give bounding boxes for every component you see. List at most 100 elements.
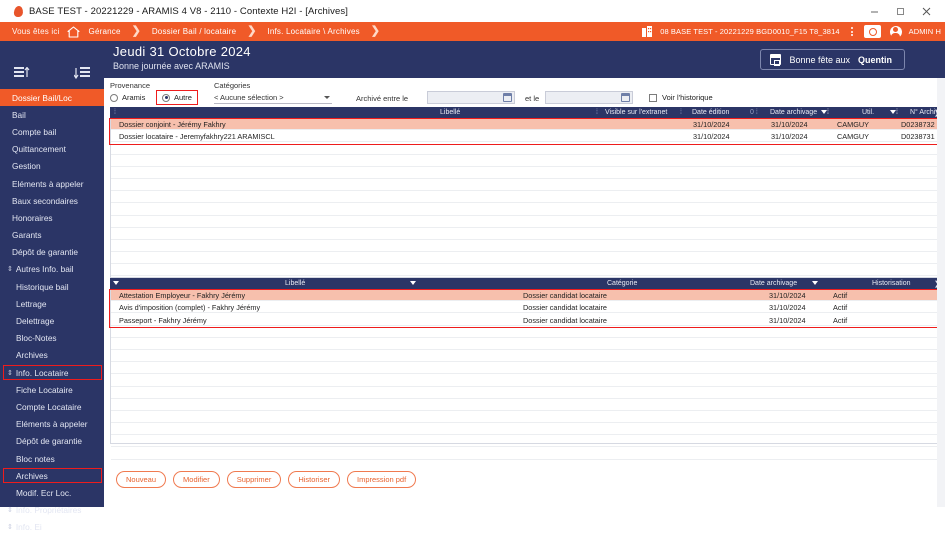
vertical-scrollbar[interactable] <box>937 78 945 507</box>
sidebar-item-info-propri-taires[interactable]: ⇕ Info. Propriétaires <box>0 502 104 519</box>
sidebar-item-compte-locataire[interactable]: Compte Locataire <box>0 398 104 415</box>
table-row-empty[interactable] <box>111 447 940 460</box>
date-from-input[interactable] <box>427 91 515 104</box>
table-row-empty[interactable] <box>111 228 940 240</box>
table-row-empty[interactable] <box>111 435 940 448</box>
col-top-filter-icon-2[interactable]: ⁞ <box>890 109 898 116</box>
table-row-empty[interactable] <box>111 155 940 167</box>
sidebar-item-fiche-locataire[interactable]: Fiche Locataire <box>0 381 104 398</box>
modifier-button[interactable]: Modifier <box>173 471 220 488</box>
table-row-empty[interactable] <box>111 338 940 350</box>
categories-select[interactable]: < Aucune sélection > <box>214 92 332 104</box>
calendar-picker-icon[interactable] <box>503 93 512 102</box>
table-top-body[interactable]: Dossier conjoint - Jérémy Fakhry 31/10/20… <box>110 118 941 289</box>
col-top-sep-3[interactable]: 0 ⁞ <box>750 109 758 116</box>
historiser-button[interactable]: Historiser <box>288 471 340 488</box>
table-row[interactable]: Attestation Employeur - Fakhry Jérémy Dos… <box>111 289 940 302</box>
calendar-picker-icon-2[interactable] <box>621 93 630 102</box>
sidebar-item-el-ments-appeler[interactable]: Eléments à appeler <box>0 416 104 433</box>
sidebar-item-gestion[interactable]: Gestion <box>0 158 104 175</box>
table-row-empty[interactable] <box>111 240 940 253</box>
col-top-0-sort[interactable]: ⁞ <box>114 109 116 116</box>
col-bot-historisation[interactable]: Historisation <box>872 280 911 287</box>
col-top-sep-1[interactable]: ⁞ <box>596 109 598 116</box>
sidebar-item-info-locataire[interactable]: ⇕ Info. Locataire <box>0 364 104 381</box>
sidebar-item-bail[interactable]: Bail <box>0 106 104 123</box>
table-row-empty[interactable] <box>111 142 940 155</box>
sidebar-item-d-p-t-de-garantie[interactable]: Dépôt de garantie <box>0 244 104 261</box>
col-top-util[interactable]: Util. <box>862 109 875 116</box>
sidebar-item-dossier-bail-loc[interactable]: Dossier Bail/Loc <box>0 89 104 107</box>
breadcrumb-item-0[interactable]: Gérance <box>88 27 121 36</box>
sidebar-item-delettrage[interactable]: Delettrage <box>0 312 104 329</box>
table-row[interactable]: Dossier conjoint - Jérémy Fakhry 31/10/20… <box>111 118 940 131</box>
sidebar-item-bloc-notes[interactable]: Bloc-Notes <box>0 330 104 347</box>
col-top-libelle[interactable]: Libellé <box>440 109 461 116</box>
table-row-empty[interactable] <box>111 179 940 192</box>
nouveau-button[interactable]: Nouveau <box>116 471 167 488</box>
table-row-empty[interactable] <box>111 411 940 424</box>
sidebar-item-info-ei[interactable]: ⇕ Info. Ei <box>0 519 104 536</box>
sidebar-item-el-ments-appeler[interactable]: Eléments à appeler <box>0 175 104 192</box>
sidebar-item-bloc-notes[interactable]: Bloc notes <box>0 450 104 467</box>
sidebar-item-compte-bail[interactable]: Compte bail <box>0 123 104 140</box>
breadcrumb-item-1[interactable]: Dossier Bail / locataire <box>151 27 237 36</box>
table-row[interactable]: Dossier locataire - Jeremyfakhry221 ARAM… <box>111 130 940 143</box>
col-top-extranet[interactable]: Visible sur l'extranet <box>605 109 668 116</box>
table-row[interactable]: Passeport - Fakhry Jérémy Dossier candida… <box>111 313 940 326</box>
col-bot-libelle[interactable]: Libellé <box>285 280 306 287</box>
close-button[interactable] <box>913 0 939 22</box>
sidebar-item-archives[interactable]: Archives <box>0 467 104 484</box>
more-options-icon[interactable] <box>847 27 857 36</box>
table-row-empty[interactable] <box>111 167 940 179</box>
minimize-button[interactable] <box>861 0 887 22</box>
sidebar-item-lettrage[interactable]: Lettrage <box>0 295 104 312</box>
table-row-empty[interactable] <box>111 350 940 363</box>
maximize-button[interactable] <box>887 0 913 22</box>
col-bot-filter-icon-0[interactable] <box>113 280 119 287</box>
sidebar-item-historique-bail[interactable]: Historique bail <box>0 278 104 295</box>
sort-list-icon[interactable] <box>74 66 90 80</box>
breadcrumb-item-2[interactable]: Infs. Locataire \ Archives <box>267 27 360 36</box>
table-row[interactable]: Avis d'imposition (complet) - Fakhry Jér… <box>111 301 940 314</box>
supprimer-button[interactable]: Supprimer <box>226 471 282 488</box>
col-bot-filter-icon-1[interactable] <box>410 280 416 287</box>
col-top-num-archive[interactable]: N° Archive <box>910 109 943 116</box>
table-row-empty[interactable] <box>111 191 940 204</box>
table-row-empty[interactable] <box>111 387 940 399</box>
col-bot-categorie[interactable]: Catégorie <box>607 280 638 287</box>
table-row-empty[interactable] <box>111 374 940 387</box>
col-top-date-edition[interactable]: Date édition <box>692 109 730 116</box>
sidebar-item-d-p-t-de-garantie[interactable]: Dépôt de garantie <box>0 433 104 450</box>
radio-aramis[interactable]: Aramis <box>110 93 145 102</box>
sidebar-item-baux-secondaires[interactable]: Baux secondaires <box>0 192 104 209</box>
sidebar-item-autres-info-bail[interactable]: ⇕ Autres Info. bail <box>0 261 104 278</box>
table-row-empty[interactable] <box>111 326 940 338</box>
impression-pdf-button[interactable]: Impression pdf <box>347 471 417 488</box>
history-checkbox[interactable]: Voir l'historique <box>649 93 713 102</box>
sidebar-item-honoraires[interactable]: Honoraires <box>0 209 104 226</box>
camera-icon[interactable] <box>863 25 881 38</box>
col-top-expand-icon[interactable]: ❯ <box>934 109 940 117</box>
avatar[interactable] <box>889 25 902 38</box>
table-row-empty[interactable] <box>111 216 940 228</box>
table-row-empty[interactable] <box>111 252 940 265</box>
table-bottom-body[interactable]: Attestation Employeur - Fakhry Jérémy Dos… <box>110 289 941 460</box>
sidebar-item-garants[interactable]: Garants <box>0 227 104 244</box>
home-icon[interactable] <box>66 25 80 38</box>
radio-autre[interactable]: Autre <box>156 90 198 105</box>
table-row-empty[interactable] <box>111 423 940 436</box>
col-bot-filter-icon-2[interactable] <box>812 280 818 287</box>
col-top-sep-2[interactable]: ⁞ <box>680 109 682 116</box>
table-row-empty[interactable] <box>111 399 940 411</box>
col-bot-date-archivage[interactable]: Date archivage <box>750 280 798 287</box>
sidebar-item-modif-ecr-loc[interactable]: Modif. Ecr Loc. <box>0 484 104 501</box>
table-row-empty[interactable] <box>111 264 940 277</box>
table-row-empty[interactable] <box>111 203 940 216</box>
sidebar-item-quittancement[interactable]: Quittancement <box>0 141 104 158</box>
menu-list-icon[interactable] <box>14 66 30 80</box>
sidebar-item-archives[interactable]: Archives <box>0 347 104 364</box>
name-day-button[interactable]: Bonne fête aux Quentin <box>760 49 905 70</box>
col-bot-expand-icon[interactable]: ❯ <box>934 280 940 288</box>
col-top-date-archivage[interactable]: Date archivage <box>770 109 818 116</box>
